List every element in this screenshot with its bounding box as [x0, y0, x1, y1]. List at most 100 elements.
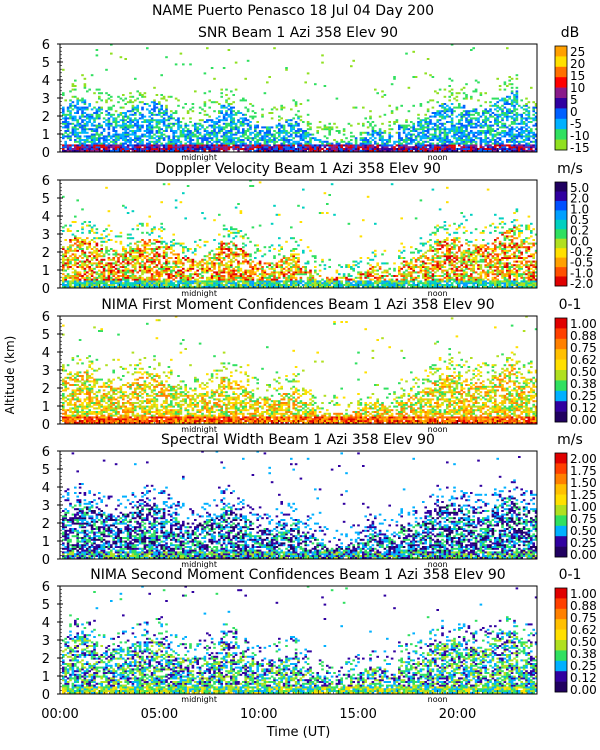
heatmap-cell	[525, 117, 528, 120]
heatmap-cell	[378, 115, 382, 118]
heatmap-cell	[280, 258, 283, 261]
heatmap-cell	[374, 140, 377, 143]
heatmap-cell	[177, 271, 180, 274]
heatmap-cell	[470, 117, 473, 120]
heatmap-cell	[150, 119, 154, 122]
heatmap-cell	[158, 128, 161, 131]
heatmap-cell	[280, 117, 283, 120]
heatmap-cell	[69, 148, 72, 150]
heatmap-cell	[256, 284, 259, 286]
heatmap-cell	[194, 90, 197, 93]
heatmap-cell	[148, 215, 151, 218]
heatmap-cell	[506, 47, 509, 50]
heatmap-cell	[62, 226, 65, 229]
heatmap-cell	[184, 130, 187, 132]
heatmap-cell	[78, 248, 82, 250]
heatmap-cell	[318, 126, 322, 129]
heatmap-cell	[503, 146, 507, 149]
heatmap-cell	[450, 121, 454, 123]
heatmap-cell	[143, 267, 147, 270]
heatmap-cell	[441, 139, 444, 141]
heatmap-cell	[71, 244, 75, 247]
heatmap-cell	[179, 262, 183, 265]
heatmap-cell	[294, 278, 298, 281]
heatmap-cell	[138, 264, 142, 267]
heatmap-cell	[117, 113, 120, 116]
heatmap-cell	[138, 130, 142, 132]
heatmap-cell	[194, 264, 197, 267]
heatmap-cell	[129, 262, 132, 265]
heatmap-cell	[494, 148, 497, 150]
heatmap-cell	[167, 267, 171, 270]
heatmap-cell	[146, 276, 149, 279]
heatmap-cell	[455, 133, 459, 136]
heatmap-cell	[172, 142, 175, 145]
heatmap-cell	[162, 122, 166, 125]
heatmap-cell	[256, 133, 259, 136]
heatmap-cell	[438, 137, 442, 140]
heatmap-cell	[227, 257, 231, 259]
heatmap-cell	[174, 271, 178, 274]
heatmap-cell	[110, 276, 113, 279]
heatmap-cell	[254, 130, 257, 132]
heatmap-cell	[93, 282, 96, 285]
heatmap-cell	[134, 148, 137, 150]
heatmap-cell	[174, 273, 178, 276]
heatmap-cell	[362, 146, 365, 149]
heatmap-cell	[155, 121, 159, 123]
heatmap-cell	[158, 253, 161, 256]
heatmap-cell	[201, 124, 204, 127]
heatmap-cell	[146, 222, 149, 225]
heatmap-cell	[309, 142, 312, 145]
heatmap-cell	[126, 267, 130, 270]
heatmap-cell	[98, 282, 101, 285]
heatmap-cell	[530, 117, 533, 120]
heatmap-cell	[256, 140, 259, 143]
heatmap-cell	[431, 135, 435, 138]
heatmap-cell	[256, 124, 259, 127]
heatmap-cell	[126, 278, 130, 281]
heatmap-cell	[479, 140, 483, 143]
heatmap-cell	[486, 146, 490, 149]
heatmap-cell	[225, 244, 228, 247]
heatmap-cell	[321, 61, 324, 64]
heatmap-cell	[237, 130, 240, 132]
heatmap-cell	[138, 269, 142, 272]
heatmap-cell	[213, 266, 216, 268]
heatmap-cell	[131, 271, 135, 274]
heatmap-cell	[203, 130, 207, 132]
heatmap-cell	[462, 133, 466, 136]
heatmap-cell	[64, 146, 67, 149]
heatmap-cell	[443, 139, 447, 141]
heatmap-cell	[518, 128, 521, 131]
heatmap-cell	[237, 148, 240, 150]
heatmap-cell	[114, 260, 118, 263]
heatmap-cell	[419, 142, 423, 145]
heatmap-cell	[227, 276, 231, 279]
heatmap-cell	[218, 130, 221, 132]
heatmap-cell	[100, 126, 103, 129]
heatmap-cell	[450, 144, 454, 147]
heatmap-cell	[196, 137, 199, 140]
heatmap-cell	[335, 130, 339, 132]
heatmap-cell	[107, 149, 111, 152]
heatmap-cell	[198, 148, 202, 150]
heatmap-cell	[496, 104, 499, 107]
heatmap-cell	[88, 240, 91, 243]
heatmap-cell	[388, 140, 391, 143]
heatmap-cell	[237, 260, 240, 263]
heatmap-cell	[198, 282, 202, 285]
heatmap-cell	[110, 239, 113, 241]
heatmap-cell	[201, 140, 204, 143]
heatmap-cell	[189, 117, 192, 120]
heatmap-cell	[126, 257, 130, 259]
heatmap-cell	[215, 101, 219, 104]
heatmap-cell	[182, 246, 185, 249]
heatmap-cell	[201, 285, 204, 288]
heatmap-cell	[172, 242, 175, 245]
heatmap-cell	[266, 276, 269, 279]
heatmap-cell	[126, 117, 130, 120]
heatmap-cell	[470, 148, 473, 150]
heatmap-cell	[280, 148, 283, 150]
heatmap-cell	[134, 284, 137, 286]
